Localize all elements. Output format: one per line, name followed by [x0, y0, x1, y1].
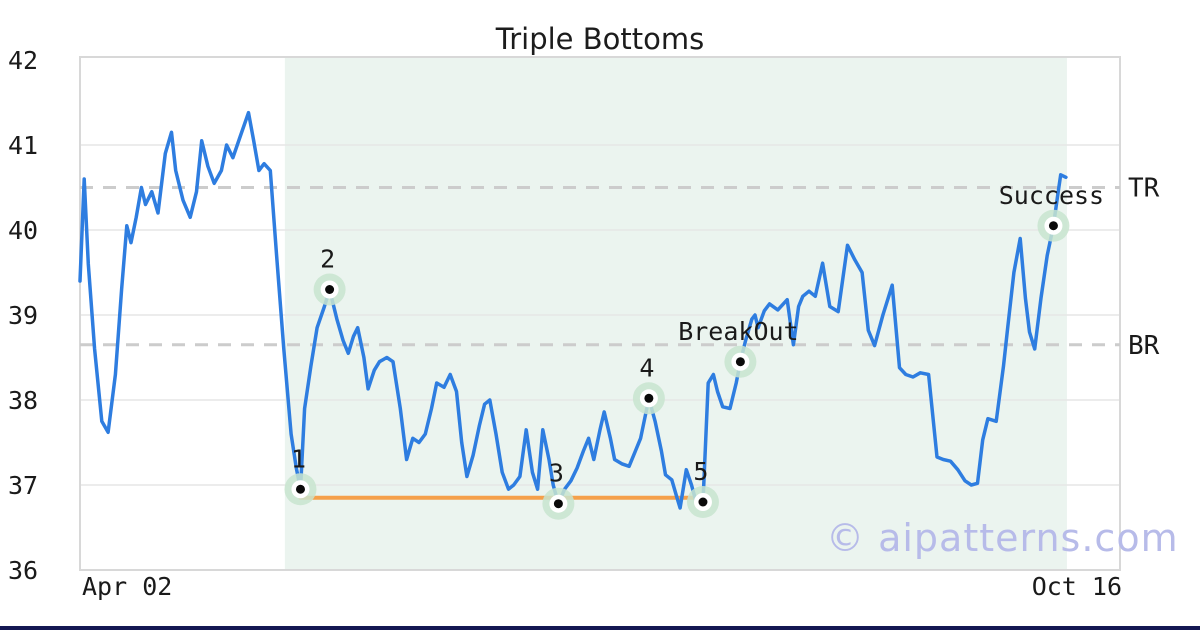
- y-tick-label-37: 37: [8, 471, 38, 500]
- annotation-label-1: 1: [291, 444, 306, 473]
- x-axis-tick-end: Oct 16: [1031, 572, 1122, 601]
- plot-border: [79, 56, 1121, 571]
- y-tick-label-36: 36: [8, 556, 38, 585]
- marker-dot-5: [698, 497, 708, 507]
- bottom-accent-bar: [0, 626, 1200, 630]
- annotation-label-breakout: BreakOut: [678, 317, 798, 346]
- x-axis-tick-start: Apr 02: [82, 572, 173, 601]
- chart-title: Triple Bottoms: [495, 22, 705, 56]
- annotation-label-4: 4: [639, 353, 654, 382]
- level-label-tr: TR: [1128, 174, 1160, 204]
- marker-dot-3: [553, 499, 563, 509]
- marker-dot-breakout: [735, 357, 745, 367]
- watermark: © aipatterns.com: [826, 516, 1179, 560]
- marker-dot-4: [644, 393, 654, 403]
- annotation-label-5: 5: [693, 457, 708, 486]
- annotation-label-2: 2: [320, 245, 335, 274]
- y-tick-label-42: 42: [8, 46, 38, 75]
- marker-dot-1: [295, 484, 305, 494]
- annotation-label-success: Success: [999, 181, 1104, 210]
- y-tick-label-41: 41: [8, 131, 38, 160]
- marker-dot-2: [325, 285, 335, 294]
- level-label-br: BR: [1128, 331, 1160, 361]
- marker-dot-success: [1048, 221, 1058, 231]
- y-tick-label-40: 40: [8, 216, 38, 245]
- annotation-label-3: 3: [549, 459, 564, 488]
- y-tick-label-38: 38: [8, 386, 38, 415]
- y-tick-label-39: 39: [8, 301, 38, 330]
